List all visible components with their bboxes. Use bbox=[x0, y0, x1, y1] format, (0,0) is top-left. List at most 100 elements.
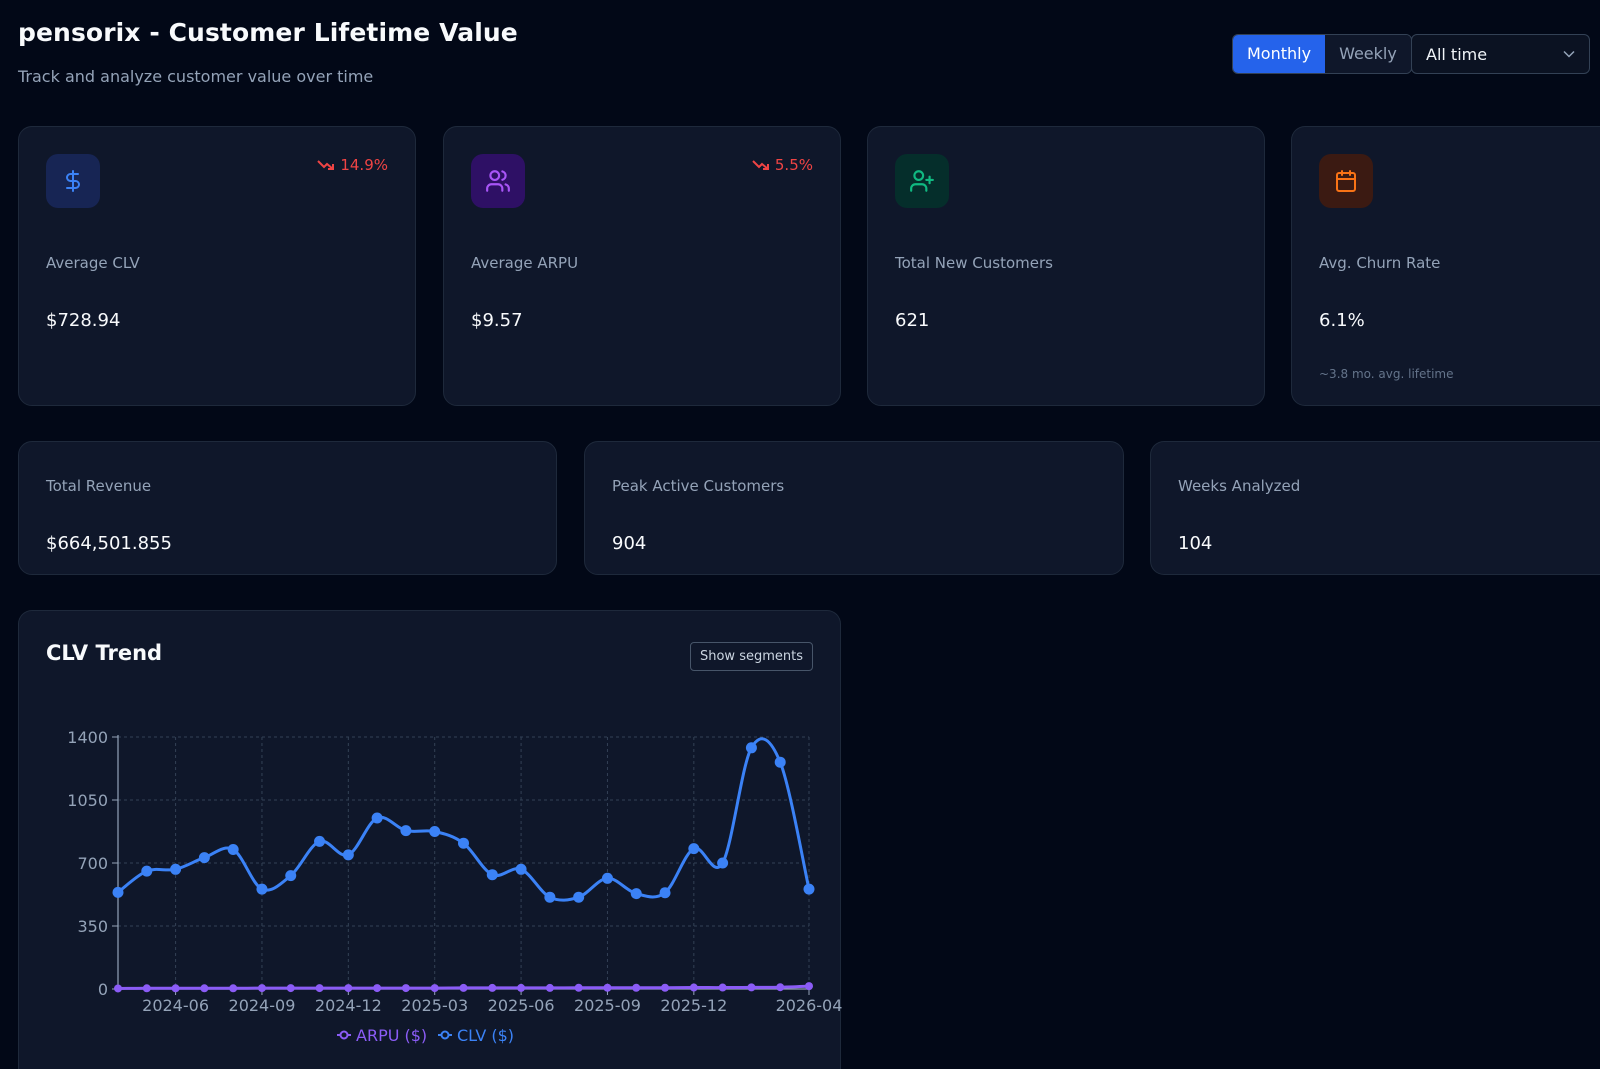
data-point-clv bbox=[170, 863, 182, 875]
data-point-arpu bbox=[574, 983, 583, 992]
show-segments-button[interactable]: Show segments bbox=[689, 642, 813, 671]
weekly-toggle-button[interactable]: Weekly bbox=[1325, 35, 1411, 73]
x-tick-label: 2026-04 bbox=[776, 996, 842, 1015]
x-tick-label: 2024-06 bbox=[142, 996, 209, 1015]
data-point-clv bbox=[803, 883, 815, 895]
kpi-card-avg-churn-rate: Avg. Churn Rate 6.1% ~3.8 mo. avg. lifet… bbox=[1291, 126, 1600, 406]
kpi-label: Total New Customers bbox=[895, 254, 1053, 272]
page-title: pensorix - Customer Lifetime Value bbox=[18, 18, 518, 47]
data-point-clv bbox=[198, 852, 210, 864]
time-range-value: All time bbox=[1426, 44, 1488, 64]
dollar-icon bbox=[46, 154, 100, 208]
trend-value: 14.9% bbox=[340, 156, 388, 174]
data-point-arpu bbox=[373, 984, 382, 993]
data-point-clv bbox=[774, 756, 786, 768]
stat-card-total-revenue: Total Revenue $664,501.855 bbox=[18, 441, 557, 575]
kpi-value: 621 bbox=[895, 310, 930, 331]
kpi-note: ~3.8 mo. avg. lifetime bbox=[1319, 367, 1454, 381]
y-tick-label: 350 bbox=[77, 917, 108, 936]
data-point-arpu bbox=[401, 984, 410, 993]
data-point-arpu bbox=[257, 984, 266, 993]
x-tick-label: 2024-09 bbox=[229, 996, 296, 1015]
data-point-arpu bbox=[344, 984, 353, 993]
data-point-arpu bbox=[718, 983, 727, 992]
y-tick-label: 700 bbox=[77, 854, 108, 873]
data-point-clv bbox=[285, 870, 297, 882]
kpi-value: $9.57 bbox=[471, 310, 523, 331]
kpi-label: Average ARPU bbox=[471, 254, 579, 272]
data-point-arpu bbox=[488, 983, 497, 992]
data-point-clv bbox=[486, 869, 498, 881]
y-tick-label: 1400 bbox=[67, 728, 108, 747]
trend-value: 5.5% bbox=[774, 156, 813, 174]
legend-marker bbox=[339, 1030, 349, 1040]
data-point-arpu bbox=[171, 984, 180, 993]
kpi-value: 6.1% bbox=[1319, 310, 1365, 331]
data-point-arpu bbox=[603, 983, 612, 992]
data-point-arpu bbox=[200, 984, 209, 993]
chart-title: CLV Trend bbox=[46, 641, 163, 665]
kpi-value: $728.94 bbox=[46, 310, 121, 331]
kpi-label: Average CLV bbox=[46, 254, 140, 272]
trend-indicator: 5.5% bbox=[752, 156, 813, 174]
monthly-toggle-button[interactable]: Monthly bbox=[1233, 35, 1326, 73]
period-toggle: Monthly Weekly bbox=[1232, 34, 1412, 74]
data-point-clv bbox=[630, 888, 642, 900]
data-point-arpu bbox=[517, 983, 526, 992]
data-point-clv bbox=[688, 843, 700, 855]
legend-item-arpu: ARPU ($) bbox=[356, 1026, 427, 1045]
stat-label: Peak Active Customers bbox=[612, 477, 785, 495]
data-point-clv bbox=[515, 863, 527, 875]
clv-trend-chart: 0 350 700 1050 1400 2024-06 2024-09 2024-12 2025… bbox=[67, 728, 842, 1045]
data-point-arpu bbox=[632, 983, 641, 992]
data-point-clv bbox=[342, 849, 354, 861]
data-point-arpu bbox=[286, 984, 295, 993]
y-tick-label: 1050 bbox=[67, 791, 108, 810]
stat-card-peak-active-customers: Peak Active Customers 904 bbox=[584, 441, 1124, 575]
data-point-arpu bbox=[776, 983, 785, 992]
stat-value: 104 bbox=[1178, 533, 1213, 554]
stat-label: Total Revenue bbox=[46, 477, 152, 495]
y-tick-label: 0 bbox=[98, 980, 108, 999]
trend-indicator: 14.9% bbox=[317, 156, 388, 174]
stat-value: $664,501.855 bbox=[46, 533, 172, 554]
series-line-clv bbox=[117, 737, 811, 902]
data-point-clv bbox=[659, 887, 671, 899]
data-point-clv bbox=[429, 826, 441, 837]
x-tick-label: 2024-12 bbox=[315, 996, 382, 1015]
kpi-card-total-new-customers: Total New Customers 621 bbox=[867, 126, 1265, 406]
stat-value: 904 bbox=[612, 533, 647, 554]
kpi-card-average-arpu: 5.5% Average ARPU $9.57 bbox=[443, 126, 841, 406]
data-point-clv bbox=[717, 857, 729, 869]
legend-marker bbox=[440, 1030, 450, 1040]
trend-down-icon bbox=[317, 160, 335, 170]
data-point-clv bbox=[400, 825, 412, 837]
chevron-down-icon bbox=[1563, 47, 1575, 62]
legend-item-clv: CLV ($) bbox=[457, 1026, 514, 1045]
data-point-clv bbox=[371, 812, 383, 824]
stat-label: Weeks Analyzed bbox=[1178, 477, 1301, 495]
data-point-arpu bbox=[689, 983, 698, 992]
data-point-clv bbox=[458, 837, 469, 849]
x-tick-label: 2025-09 bbox=[574, 996, 641, 1015]
kpi-card-average-clv: 14.9% Average CLV $728.94 bbox=[18, 126, 416, 406]
kpi-label: Avg. Churn Rate bbox=[1319, 254, 1441, 272]
stat-card-weeks-analyzed: Weeks Analyzed 104 bbox=[1150, 441, 1600, 575]
data-point-clv bbox=[544, 891, 556, 903]
data-point-arpu bbox=[430, 984, 439, 993]
data-point-clv bbox=[573, 891, 585, 903]
data-point-arpu bbox=[114, 984, 122, 993]
trend-down-icon bbox=[752, 160, 769, 170]
clv-trend-card: 0 350 700 1050 1400 2024-06 2024-09 2024-12 2025… bbox=[18, 610, 842, 1069]
page-subtitle: Track and analyze customer value over ti… bbox=[18, 67, 374, 86]
data-point-clv bbox=[227, 844, 239, 855]
x-tick-label: 2025-12 bbox=[660, 996, 727, 1015]
data-point-arpu bbox=[142, 984, 151, 993]
x-tick-label: 2025-03 bbox=[401, 996, 468, 1015]
time-range-select[interactable]: All time bbox=[1411, 34, 1590, 74]
data-point-arpu bbox=[545, 983, 554, 992]
data-point-arpu bbox=[459, 983, 468, 992]
users-icon bbox=[471, 154, 525, 208]
calendar-icon bbox=[1319, 154, 1373, 208]
